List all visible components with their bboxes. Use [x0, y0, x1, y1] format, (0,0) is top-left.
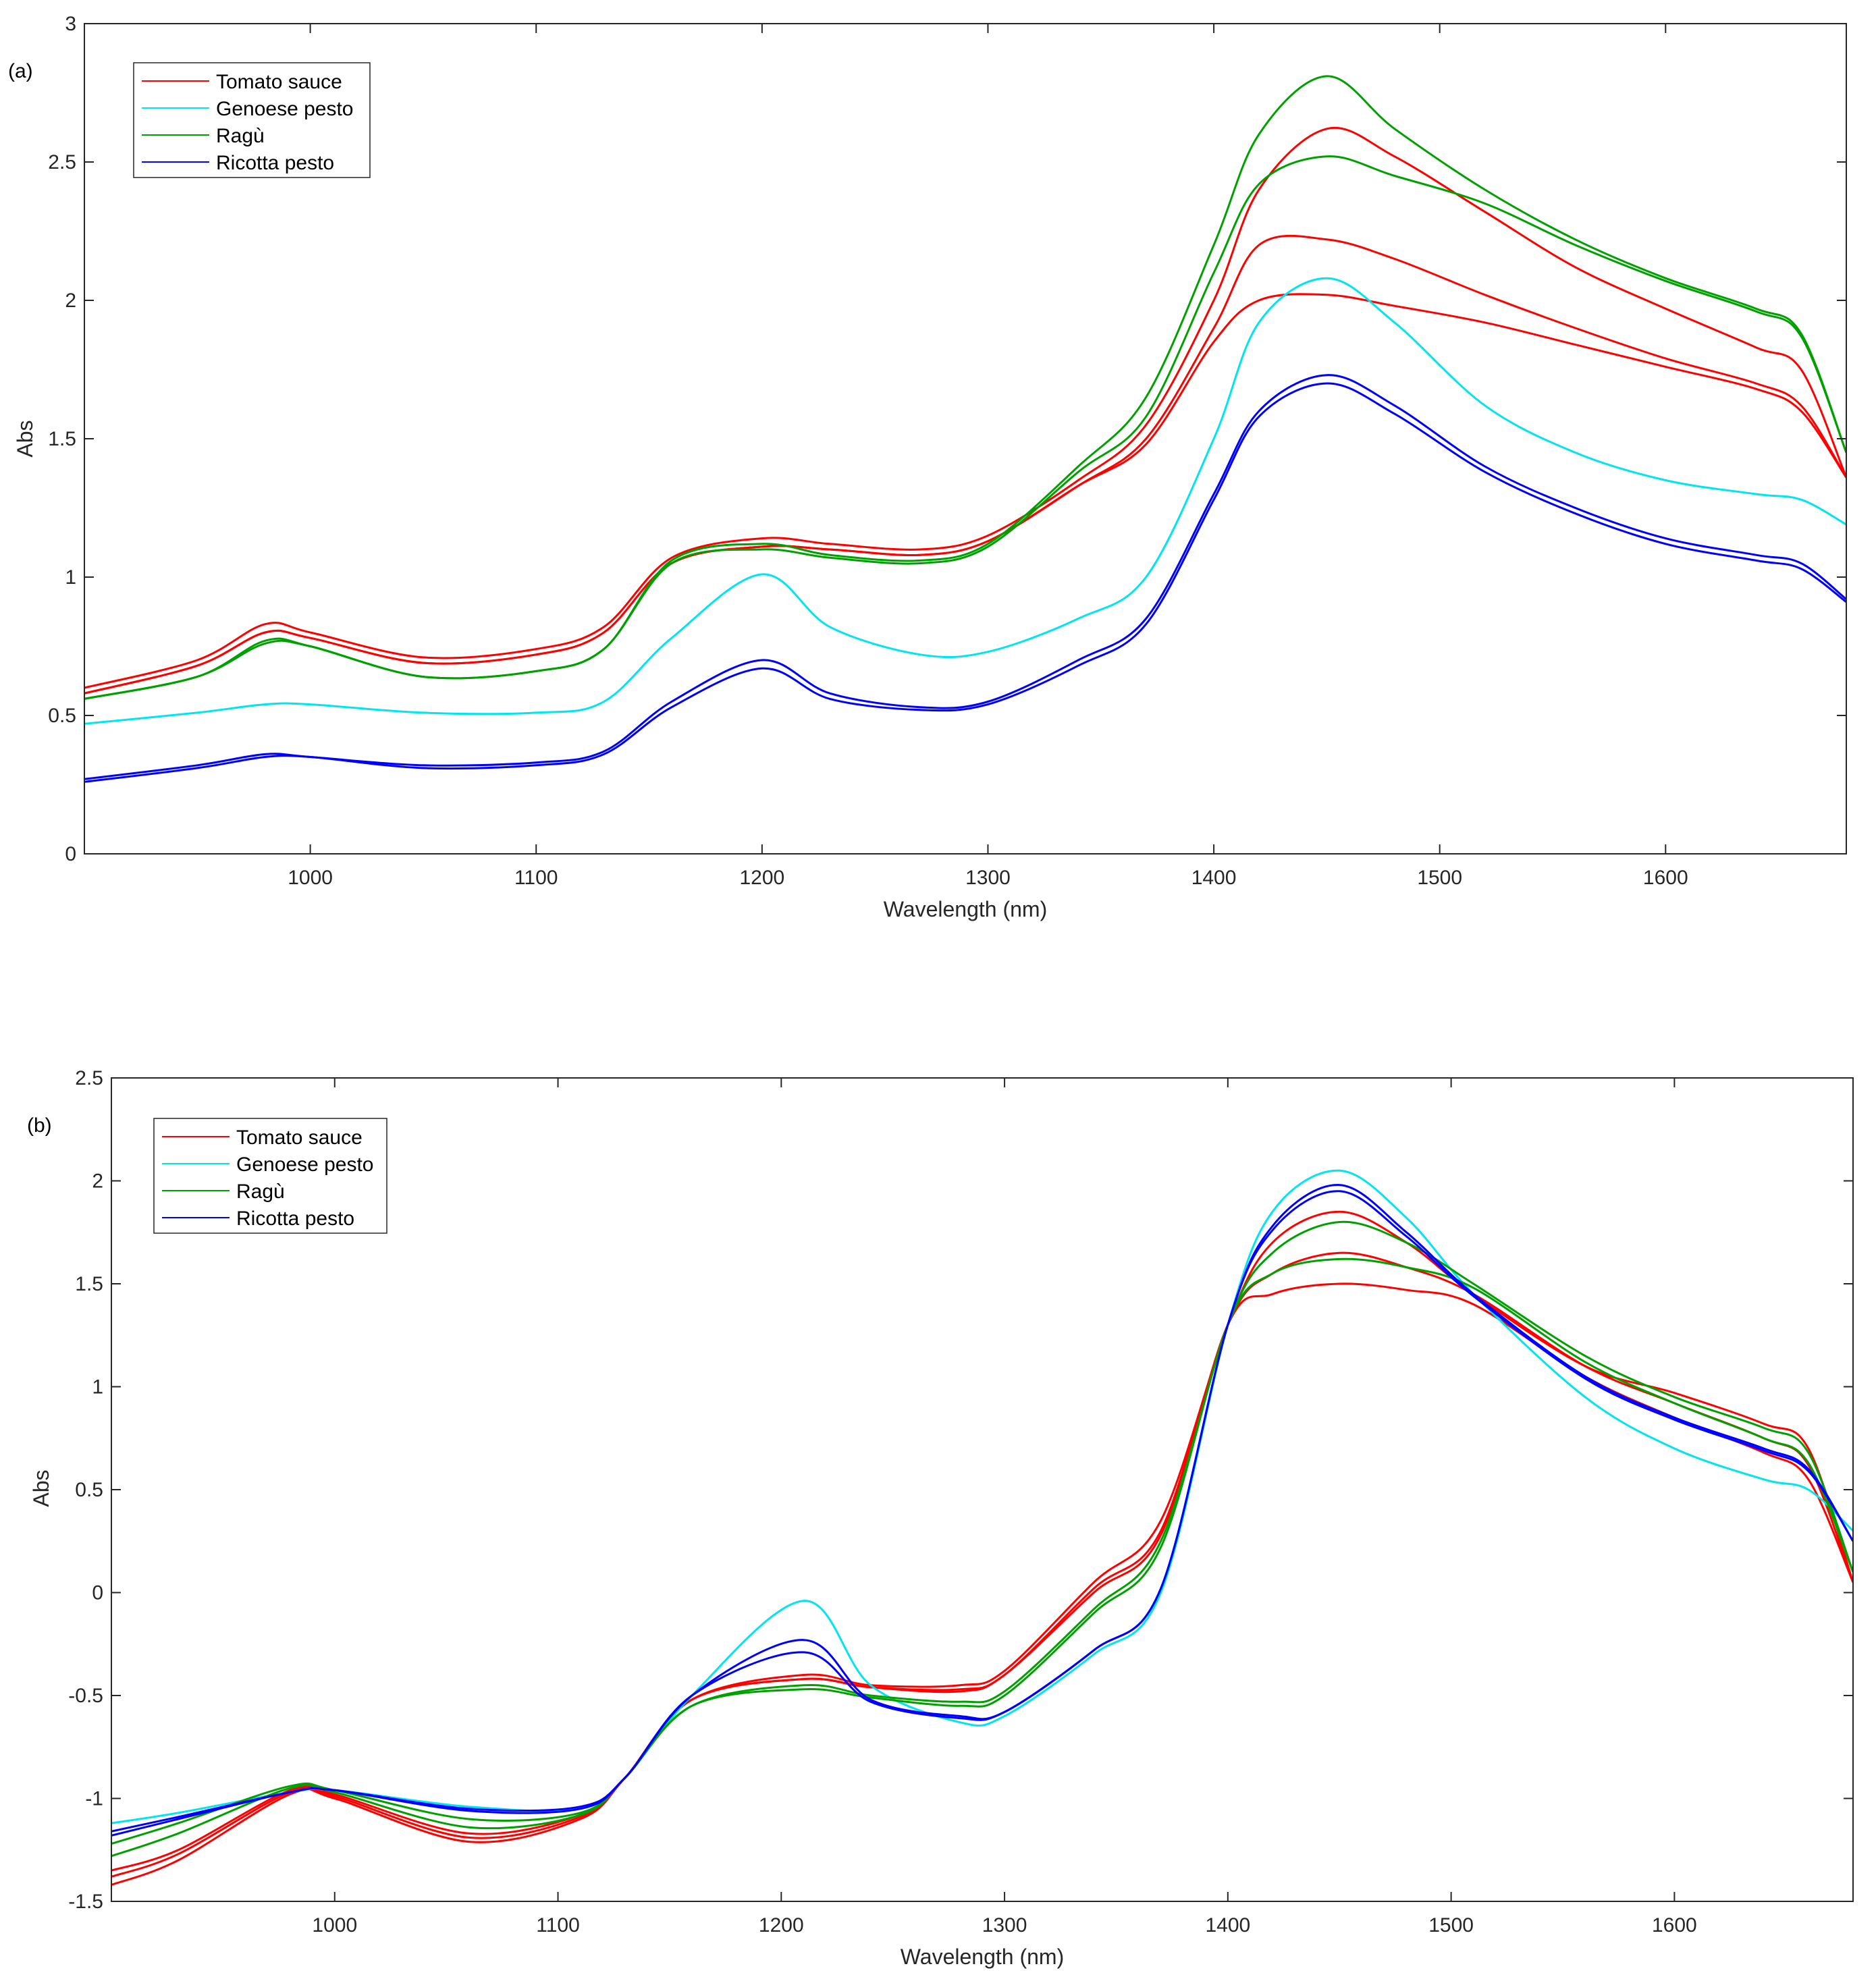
legend-entry: Ragù [142, 125, 265, 147]
x-tick-label: 1000 [312, 1914, 357, 1936]
x-tick-label: 1600 [1643, 867, 1688, 889]
panel-label-a: (a) [8, 60, 33, 82]
x-tick-label: 1200 [739, 867, 784, 889]
legend-box-a [133, 62, 371, 178]
series-line-ricotta-pesto-7 [111, 1190, 1853, 1833]
series-layer-a [84, 75, 1846, 783]
y-tick-label: 1.5 [75, 1273, 103, 1295]
legend-entry: Ricotta pesto [162, 1208, 354, 1230]
legend-box-b [153, 1118, 387, 1234]
y-tick-label: 0 [92, 1582, 103, 1604]
x-tick-label: 1000 [288, 867, 333, 889]
x-tick-label: 1500 [1428, 1914, 1474, 1936]
ticks-layer-b: 1000 1100 1200 1300 1400 1500 1600 -1.5 -1 -0.5 0 0… [68, 1067, 1853, 1936]
legend-label: Tomato sauce [216, 71, 342, 93]
legend-a: Tomato sauce Genoese pesto Ragù Ricotta … [133, 62, 371, 178]
legend-label: Ricotta pesto [216, 152, 334, 174]
y-tick-label: 2 [92, 1170, 103, 1193]
x-tick-label: 1600 [1652, 1914, 1697, 1936]
x-tick-label: 1300 [982, 1914, 1027, 1936]
y-axis-label-b: Abs [29, 1469, 53, 1507]
legend-label: Ragù [236, 1181, 285, 1203]
series-line-tomato-sauce-1 [111, 1251, 1853, 1878]
legend-label: Tomato sauce [236, 1127, 363, 1149]
series-line-genoese-pesto-3 [84, 277, 1846, 725]
series-line-rag--4 [111, 1220, 1853, 1845]
legend-label: Ragù [216, 125, 265, 147]
y-tick-label: 1.5 [48, 428, 76, 450]
legend-label: Ricotta pesto [236, 1208, 354, 1230]
x-axis-label-b: Wavelength (nm) [901, 1945, 1064, 1969]
y-tick-label: -1.5 [68, 1891, 103, 1913]
legend-label: Genoese pesto [236, 1154, 373, 1176]
panel-label-b: (b) [27, 1114, 52, 1137]
y-tick-label: 1 [65, 566, 76, 589]
x-tick-label: 1200 [759, 1914, 804, 1936]
y-tick-label: 0.5 [75, 1479, 103, 1501]
series-line-rag--5 [111, 1257, 1853, 1858]
legend-entry: Genoese pesto [162, 1154, 373, 1176]
y-tick-label: -0.5 [68, 1685, 103, 1707]
series-line-ricotta-pesto-6 [84, 374, 1846, 780]
legend-entry: Ragù [162, 1181, 285, 1203]
y-tick-label: 0.5 [48, 705, 76, 727]
y-tick-label: 0 [65, 843, 76, 865]
legend-entry: Tomato sauce [142, 71, 342, 93]
x-tick-label: 1400 [1191, 867, 1237, 889]
legend-entry: Genoese pesto [142, 98, 353, 120]
y-tick-label: 2 [65, 290, 76, 312]
y-tick-label: 1 [92, 1376, 103, 1399]
series-line-tomato-sauce-0 [84, 126, 1846, 689]
legend-entry: Ricotta pesto [142, 152, 334, 174]
x-axis-label-a: Wavelength (nm) [884, 897, 1047, 921]
x-tick-label: 1100 [536, 1914, 580, 1936]
x-tick-label: 1400 [1205, 1914, 1250, 1936]
series-line-genoese-pesto-3 [111, 1169, 1853, 1824]
x-tick-label: 1500 [1417, 867, 1462, 889]
y-axis-label-a: Abs [13, 420, 37, 457]
y-tick-label: 3 [65, 13, 76, 35]
x-tick-label: 1300 [965, 867, 1011, 889]
legend-b: Tomato sauce Genoese pesto Ragù Ricotta … [153, 1118, 387, 1234]
chart-panel-b: 1000 1100 1200 1300 1400 1500 1600 -1.5 -1 -0.5 0 0… [27, 1067, 1854, 1969]
legend-label: Genoese pesto [216, 98, 353, 120]
series-line-ricotta-pesto-7 [84, 382, 1846, 783]
x-tick-label: 1100 [514, 867, 558, 889]
y-tick-label: 2.5 [48, 151, 76, 173]
legend-entry: Tomato sauce [162, 1127, 363, 1149]
y-tick-label: 2.5 [75, 1067, 103, 1089]
chart-panel-a: 1000 1100 1200 1300 1400 1500 1600 0 0.5 1 1.5 2 2.5… [8, 13, 1847, 921]
series-line-rag--5 [84, 155, 1846, 700]
ticks-layer-a: 1000 1100 1200 1300 1400 1500 1600 0 0.5 1 1.5 2 2.5… [48, 13, 1846, 889]
series-layer-b [111, 1169, 1853, 1887]
y-tick-label: -1 [85, 1788, 103, 1810]
